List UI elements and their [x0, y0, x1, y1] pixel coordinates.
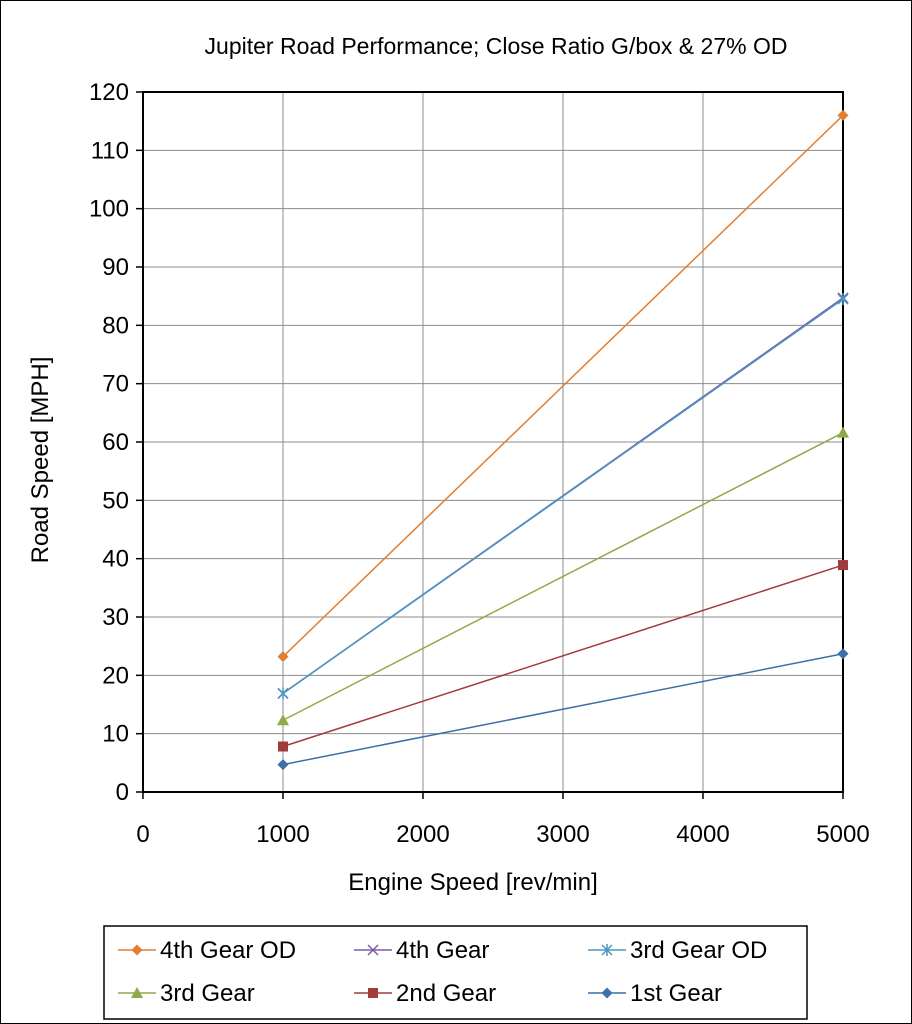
y-tick-label: 110 — [91, 137, 129, 164]
series-2nd-gear — [278, 560, 848, 752]
x-tick-label: 2000 — [396, 821, 449, 848]
y-tick-label: 50 — [102, 487, 129, 514]
series-4th-gear-od — [277, 109, 849, 663]
legend-marker — [367, 944, 379, 956]
y-axis-label: Road Speed [MPH] — [27, 357, 54, 564]
data-point-4th-gear-od — [277, 651, 289, 663]
legend-item-3rd-gear: 3rd Gear — [118, 980, 255, 1007]
series-3rd-gear-od — [277, 293, 849, 700]
y-tick-label: 40 — [102, 546, 129, 573]
x-tick-label: 1000 — [256, 821, 309, 848]
y-tick-label: 70 — [102, 371, 129, 398]
legend-marker — [601, 987, 613, 999]
x-axis-label: Engine Speed [rev/min] — [348, 869, 597, 896]
data-point-3rd-gear-od — [277, 687, 289, 700]
data-point-3rd-gear — [837, 426, 849, 438]
legend-item-4th-gear-od: 4th Gear OD — [118, 937, 296, 964]
y-axis-ticks: 0 10 20 30 40 50 60 70 80 90 100 110 120 — [89, 79, 143, 806]
legend-item-3rd-gear-od: 3rd Gear OD — [588, 937, 767, 964]
legend-label: 1st Gear — [630, 980, 722, 1007]
x-tick-label: 5000 — [816, 821, 869, 848]
series-line-4th-gear-od — [282, 114, 844, 658]
legend-item-4th-gear: 4th Gear — [354, 937, 489, 964]
data-point-3rd-gear — [277, 714, 289, 726]
x-tick-label: 3000 — [536, 821, 589, 848]
legend-label: 3rd Gear OD — [630, 937, 767, 964]
series-1st-gear — [277, 648, 849, 771]
legend-item-2nd-gear: 2nd Gear — [354, 980, 496, 1007]
data-point-1st-gear — [837, 648, 849, 660]
legend-marker — [368, 988, 378, 998]
series-3rd-gear — [277, 426, 849, 726]
legend-label: 2nd Gear — [396, 980, 496, 1007]
x-axis-ticks: 0 1000 2000 3000 4000 5000 — [136, 792, 870, 848]
x-tick-label: 4000 — [676, 821, 729, 848]
series-line-3rd-gear-od — [282, 298, 844, 695]
series-line-1st-gear — [282, 653, 844, 766]
y-tick-label: 0 — [116, 779, 129, 806]
chart-title: Jupiter Road Performance; Close Ratio G/… — [205, 33, 788, 59]
y-tick-label: 90 — [102, 254, 129, 281]
legend: 4th Gear OD 4th Gear 3rd Gear OD 3rd Gear 2n… — [103, 925, 808, 1020]
x-tick-label: 0 — [136, 821, 149, 848]
legend-marker — [131, 987, 143, 998]
data-point-4th-gear-od — [837, 109, 849, 121]
legend-label: 3rd Gear — [160, 980, 255, 1007]
legend-label: 4th Gear OD — [160, 937, 296, 964]
y-tick-label: 120 — [89, 79, 129, 106]
legend-marker — [601, 944, 613, 956]
data-point-1st-gear — [277, 759, 289, 771]
y-tick-label: 100 — [89, 196, 129, 223]
y-tick-label: 60 — [102, 429, 129, 456]
legend-item-1st-gear: 1st Gear — [588, 980, 722, 1007]
series-line-2nd-gear — [282, 564, 844, 748]
legend-items: 4th Gear OD 4th Gear 3rd Gear OD 3rd Gear 2n… — [118, 937, 767, 1007]
legend-marker — [131, 944, 143, 956]
legend-box — [103, 925, 808, 1020]
series-line-3rd-gear — [282, 431, 844, 721]
y-tick-label: 80 — [102, 312, 129, 339]
legend-label: 4th Gear — [396, 937, 489, 964]
data-point-2nd-gear — [278, 741, 288, 752]
y-tick-label: 10 — [102, 721, 129, 748]
data-point-3rd-gear-od — [837, 293, 849, 306]
series — [277, 109, 849, 771]
y-tick-label: 20 — [102, 662, 129, 689]
data-point-2nd-gear — [838, 560, 848, 571]
y-tick-label: 30 — [102, 604, 129, 631]
